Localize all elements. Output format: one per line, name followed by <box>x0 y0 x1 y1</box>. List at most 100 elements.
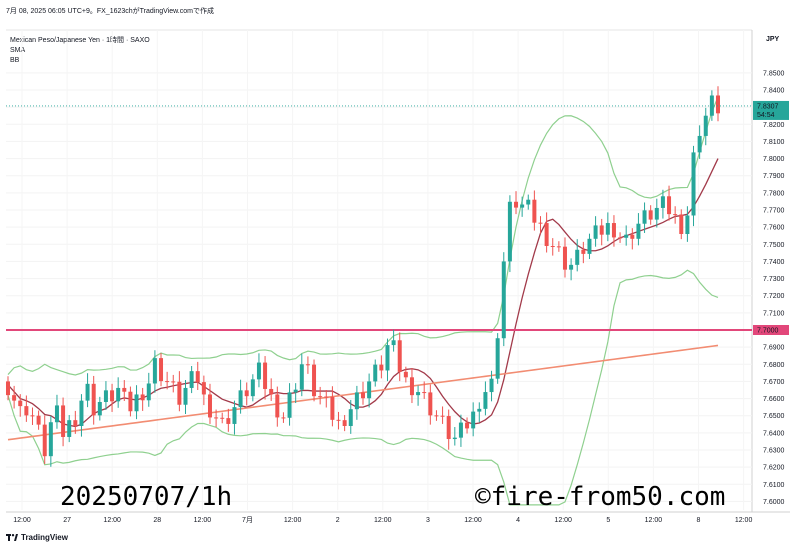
time-tick-label: 12:00 <box>13 517 31 524</box>
candle-body <box>24 406 29 416</box>
candle-body <box>171 381 176 383</box>
time-tick-label: 12:00 <box>645 517 663 524</box>
price-axis: 7.85007.84007.83007.82007.81007.80007.79… <box>763 70 785 506</box>
price-tick-label: 7.8000 <box>763 156 785 163</box>
time-tick-label: 4 <box>516 517 520 524</box>
candle-body <box>562 246 567 270</box>
last-price-marker: 7.8307 54:54 <box>6 100 789 120</box>
price-tick-label: 7.7600 <box>763 225 785 232</box>
candle-body <box>79 400 84 426</box>
price-tick-label: 7.6600 <box>763 396 785 403</box>
time-tick-label: 12:00 <box>464 517 482 524</box>
candle-body <box>348 409 353 426</box>
candle-body <box>544 223 549 246</box>
bb-lower-band <box>7 269 719 506</box>
candle-body <box>361 392 365 399</box>
candle-body <box>183 387 188 405</box>
candle-body <box>220 417 225 419</box>
candle-body <box>581 249 586 254</box>
candle-body <box>128 391 133 412</box>
candle-body <box>195 371 200 383</box>
candle-body <box>526 199 531 205</box>
candle-body <box>73 420 78 426</box>
candle-body <box>477 408 482 412</box>
candle-body <box>91 383 96 416</box>
level-label: 7.7000 <box>757 328 779 335</box>
price-tick-label: 7.7400 <box>763 259 785 266</box>
candle-body <box>648 210 653 220</box>
candle-body <box>318 396 323 398</box>
candle-body <box>67 420 72 437</box>
candle-body <box>685 215 690 234</box>
candle-body <box>605 223 610 235</box>
candle-body <box>30 415 35 417</box>
price-tick-label: 7.6700 <box>763 379 785 386</box>
legend-sma[interactable]: SMA <box>10 47 26 54</box>
candle-body <box>110 390 115 402</box>
candle-body <box>507 201 512 262</box>
candle-body <box>299 364 304 390</box>
candle-body <box>367 381 372 399</box>
candle-body <box>134 394 139 412</box>
candle-body <box>569 264 574 270</box>
time-tick-label: 12:00 <box>103 517 121 524</box>
candle-body <box>269 388 274 395</box>
candle-body <box>716 95 720 114</box>
price-tick-label: 7.6800 <box>763 362 785 369</box>
candle-body <box>256 362 261 380</box>
candle-body <box>489 378 494 393</box>
candle-body <box>458 422 463 438</box>
price-tick-label: 7.6400 <box>763 430 785 437</box>
price-tick-label: 7.7800 <box>763 190 785 197</box>
price-tick-label: 7.6500 <box>763 413 785 420</box>
price-tick-label: 7.6200 <box>763 465 785 472</box>
candle-body <box>275 394 280 418</box>
last-price-bg <box>753 100 789 120</box>
price-tick-label: 7.6100 <box>763 482 785 489</box>
price-tick-label: 7.7900 <box>763 173 785 180</box>
footer-brand[interactable]: TradingView <box>6 533 68 542</box>
candle-body <box>61 405 66 437</box>
price-tick-label: 7.8100 <box>763 139 785 146</box>
candle-body <box>667 196 672 215</box>
candle-body <box>385 345 390 371</box>
time-tick-label: 5 <box>606 517 610 524</box>
time-tick-label: 12:00 <box>374 517 392 524</box>
time-tick-label: 12:00 <box>735 517 753 524</box>
price-tick-label: 7.7300 <box>763 276 785 283</box>
candle-body <box>654 207 659 220</box>
currency-label: JPY <box>766 36 780 43</box>
candle-body <box>354 392 359 410</box>
candle-body <box>679 214 684 234</box>
candle-body <box>532 199 537 223</box>
grid <box>6 29 790 513</box>
candle-body <box>48 422 53 457</box>
candle-body <box>85 383 90 401</box>
legend-bb[interactable]: BB <box>10 57 20 64</box>
candle-body <box>122 387 127 392</box>
price-tick-label: 7.8500 <box>763 70 785 77</box>
price-tick-label: 7.7200 <box>763 293 785 300</box>
candle-body <box>379 364 384 371</box>
watermark-date: 20250707/1h <box>60 482 233 512</box>
candle-body <box>703 115 708 136</box>
candle-body <box>691 152 696 216</box>
candle-body <box>281 417 286 419</box>
candle-body <box>642 210 647 224</box>
price-tick-label: 7.7700 <box>763 208 785 215</box>
candle-body <box>312 364 317 397</box>
candle-body <box>611 223 616 238</box>
candle-body <box>416 392 421 396</box>
legend-symbol[interactable]: Mexican Peso/Japanese Yen · 1時間 · SAXO <box>10 37 150 44</box>
price-tick-label: 7.6900 <box>763 345 785 352</box>
candle-body <box>422 392 427 394</box>
candle-body <box>446 416 451 440</box>
candle-body <box>330 396 335 420</box>
candle-body <box>238 390 243 408</box>
candle-body <box>36 415 41 425</box>
bollinger-bands <box>7 96 719 506</box>
candle-body <box>244 390 249 397</box>
candle-body <box>214 417 219 419</box>
candle-body <box>159 358 164 382</box>
